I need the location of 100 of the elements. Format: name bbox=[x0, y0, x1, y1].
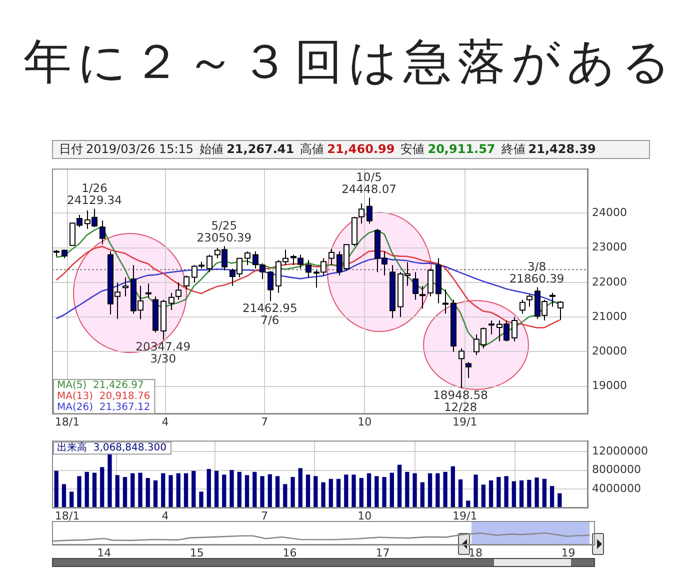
y-tick-label: 21000 bbox=[592, 310, 627, 323]
bar bbox=[436, 473, 440, 508]
y-tick-label: 8000000 bbox=[592, 463, 641, 476]
text: MA(26) 21,367.12 bbox=[57, 402, 150, 414]
bar bbox=[374, 476, 379, 508]
y-tick-label: 24000 bbox=[592, 206, 627, 220]
bar bbox=[115, 475, 120, 508]
bar bbox=[321, 482, 326, 508]
bar bbox=[275, 476, 280, 508]
bar bbox=[488, 480, 494, 508]
bar bbox=[496, 477, 501, 508]
bar bbox=[534, 478, 539, 508]
bar bbox=[512, 481, 516, 508]
bar bbox=[527, 480, 532, 508]
bar bbox=[481, 484, 486, 508]
y-tick-label: 12000000 bbox=[592, 444, 648, 458]
bar bbox=[366, 473, 372, 508]
text: 日付 2019/03/26 15:15 bbox=[59, 142, 194, 156]
bar bbox=[412, 473, 417, 508]
x-tick-label: 15 bbox=[190, 546, 204, 560]
bar bbox=[519, 480, 524, 508]
bar bbox=[474, 474, 478, 508]
annotation: 3/8 21860.39 bbox=[509, 260, 564, 286]
annotation: 18948.58 12/28 bbox=[433, 388, 488, 414]
x-tick-label: 10 bbox=[358, 415, 372, 428]
x-tick-label: 14 bbox=[97, 546, 112, 560]
bar bbox=[161, 473, 166, 508]
bar bbox=[184, 473, 188, 508]
x-tick-label: 18/1 bbox=[54, 509, 80, 522]
series-label: 出来高 3,068,848.300 bbox=[57, 442, 167, 454]
bar bbox=[336, 478, 341, 508]
bar bbox=[130, 473, 135, 508]
bar bbox=[558, 493, 562, 508]
bar bbox=[199, 492, 204, 508]
bar bbox=[153, 480, 158, 508]
bar bbox=[420, 482, 424, 508]
bar bbox=[77, 476, 82, 508]
text: 高値 21,460.99 bbox=[300, 142, 395, 156]
bar bbox=[428, 473, 432, 508]
bar bbox=[283, 484, 288, 508]
x-tick-label: 18/1 bbox=[54, 415, 80, 428]
text: 安値 20,911.57 bbox=[400, 142, 496, 156]
bar bbox=[450, 466, 455, 508]
bar bbox=[214, 470, 219, 508]
x-tick-label: 19 bbox=[561, 546, 576, 560]
annotation: 21462.95 7/6 bbox=[242, 300, 298, 327]
y-tick-label: 22000 bbox=[592, 275, 627, 288]
bar bbox=[397, 464, 402, 508]
bar bbox=[550, 486, 554, 508]
bar bbox=[62, 484, 66, 508]
bar bbox=[390, 472, 394, 508]
x-tick-label: 7 bbox=[260, 415, 268, 428]
x-tick-label: 19/1 bbox=[452, 415, 478, 428]
chart-title: 年に２～３回は急落がある bbox=[22, 33, 678, 92]
bar bbox=[222, 474, 226, 508]
annotation: 1/26 24129.34 bbox=[67, 181, 122, 208]
bar bbox=[298, 468, 302, 508]
bar bbox=[443, 472, 448, 508]
bar bbox=[352, 474, 356, 508]
bar bbox=[268, 474, 272, 508]
x-tick-label: 16 bbox=[282, 546, 297, 560]
bar bbox=[328, 478, 333, 508]
x-tick-label: 7 bbox=[260, 509, 268, 522]
bar bbox=[237, 472, 242, 508]
x-tick-label: 19/1 bbox=[452, 509, 478, 522]
bar bbox=[100, 467, 104, 508]
bar bbox=[168, 475, 173, 508]
bar bbox=[108, 452, 112, 508]
bar bbox=[244, 475, 250, 508]
bar bbox=[344, 474, 348, 508]
bar bbox=[138, 472, 142, 508]
bar bbox=[70, 492, 74, 508]
bar bbox=[146, 478, 150, 508]
x-tick-label: 18 bbox=[468, 546, 483, 560]
bar bbox=[192, 470, 196, 508]
x-tick-label: 17 bbox=[376, 546, 390, 560]
bar bbox=[290, 477, 295, 508]
x-tick-label: 10 bbox=[358, 509, 372, 522]
bar bbox=[314, 476, 318, 508]
bar bbox=[382, 477, 386, 508]
bar bbox=[252, 472, 257, 508]
y-tick-label: 20000 bbox=[592, 344, 627, 358]
x-tick-label: 4 bbox=[162, 509, 169, 522]
bar bbox=[176, 473, 180, 508]
bar bbox=[206, 469, 211, 508]
bar bbox=[230, 470, 234, 508]
text: 終値 21,428.39 bbox=[501, 142, 596, 156]
y-tick-label: 4000000 bbox=[592, 482, 641, 496]
bar bbox=[92, 472, 97, 508]
bar bbox=[458, 479, 463, 508]
x-tick-label: 4 bbox=[162, 415, 169, 428]
bar bbox=[542, 478, 547, 508]
text: MA(13) 20,918.76 bbox=[57, 391, 150, 402]
bar bbox=[122, 477, 128, 508]
bar bbox=[306, 474, 310, 508]
text: MA(5) 21,426.97 bbox=[57, 380, 144, 392]
annotation: 5/25 23050.39 bbox=[196, 218, 252, 244]
bar bbox=[54, 470, 58, 508]
bar bbox=[84, 472, 89, 508]
bar bbox=[504, 476, 508, 508]
